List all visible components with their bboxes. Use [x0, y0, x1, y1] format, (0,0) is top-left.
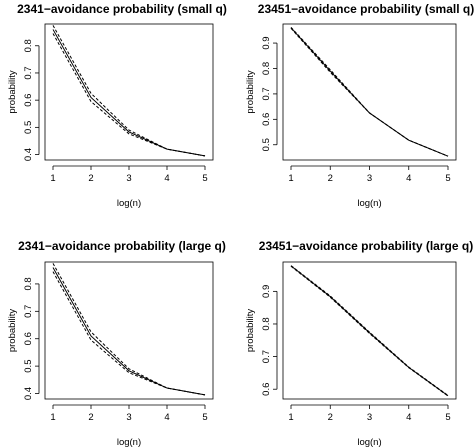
chart-title: 23451−avoidance probability (large q) [259, 239, 473, 253]
y-axis-label: probability [245, 70, 256, 114]
x-tick-label: 3 [126, 173, 131, 184]
x-tick-label: 4 [164, 173, 169, 184]
x-tick-label: 5 [202, 173, 207, 184]
x-tick-label: 2 [88, 412, 93, 423]
chart-title: 2341−avoidance probability (large q) [18, 239, 226, 253]
x-tick-label: 2 [328, 412, 333, 423]
y-tick-label: 0.6 [23, 94, 34, 107]
x-tick-label: 3 [367, 173, 372, 184]
solid-series-line [52, 267, 206, 396]
x-tick-label: 4 [164, 412, 169, 423]
y-tick-label: 0.6 [261, 383, 272, 396]
y-tick-label: 0.4 [23, 148, 34, 161]
y-tick-label: 0.6 [261, 113, 272, 126]
plot-frame [282, 261, 457, 400]
x-tick-label: 2 [88, 173, 93, 184]
x-axis-label: log(n) [357, 437, 381, 448]
x-tick-label: 3 [367, 412, 372, 423]
y-tick-label: 0.7 [23, 305, 34, 318]
x-tick-label: 1 [288, 412, 293, 423]
dashed-series-line [52, 263, 206, 396]
chart-title: 23451−avoidance probability (small q) [258, 2, 474, 16]
y-tick-label: 0.8 [261, 62, 272, 75]
solid-series-line [52, 29, 206, 157]
y-tick-label: 0.5 [23, 121, 34, 134]
x-tick-label: 5 [445, 173, 450, 184]
y-axis-label: probability [7, 70, 18, 114]
x-tick-label: 1 [288, 173, 293, 184]
y-tick-label: 0.7 [261, 350, 272, 363]
y-tick-label: 0.8 [23, 39, 34, 52]
y-tick-label: 0.7 [261, 87, 272, 100]
y-tick-label: 0.9 [261, 36, 272, 49]
y-tick-label: 0.5 [261, 138, 272, 151]
chart-panel-2: 23451−avoidance probability (small q) 1 2 3… [245, 2, 474, 209]
chart-title: 2341−avoidance probability (small q) [17, 2, 227, 16]
plot-frame [44, 23, 214, 161]
dashed-series-line [290, 265, 449, 397]
plot-frame [282, 23, 457, 161]
x-tick-label: 5 [202, 412, 207, 423]
y-tick-label: 0.9 [261, 285, 272, 298]
y-tick-label: 0.4 [23, 387, 34, 400]
chart-panel-4: 23451−avoidance probability (large q) 1 2 3… [245, 239, 473, 448]
dashed-series-line [290, 26, 449, 157]
x-axis-label: log(n) [117, 437, 141, 448]
chart-panel-1: 2341−avoidance probability (small q) 1 2 3 4… [7, 2, 227, 209]
x-tick-label: 3 [126, 412, 131, 423]
dashed-series-line [290, 27, 449, 157]
x-tick-label: 5 [445, 412, 450, 423]
y-tick-label: 0.5 [23, 360, 34, 373]
x-axis-label: log(n) [357, 198, 381, 209]
dashed-series-line [52, 25, 206, 157]
plot-frame [44, 261, 214, 400]
y-axis-label: probability [245, 309, 256, 353]
y-tick-label: 0.8 [261, 317, 272, 330]
y-tick-label: 0.8 [23, 277, 34, 290]
y-tick-label: 0.6 [23, 332, 34, 345]
x-tick-label: 1 [50, 412, 55, 423]
x-tick-label: 2 [328, 173, 333, 184]
y-axis-label: probability [7, 309, 18, 353]
solid-series-line [290, 27, 449, 157]
dashed-series-line [52, 271, 206, 396]
x-axis-label: log(n) [117, 198, 141, 209]
x-tick-label: 4 [406, 173, 411, 184]
y-tick-label: 0.7 [23, 66, 34, 79]
x-tick-label: 4 [406, 412, 411, 423]
x-tick-label: 1 [50, 173, 55, 184]
chart-panel-3: 2341−avoidance probability (large q) 1 2 3 4… [7, 239, 226, 448]
dashed-series-line [52, 33, 206, 157]
